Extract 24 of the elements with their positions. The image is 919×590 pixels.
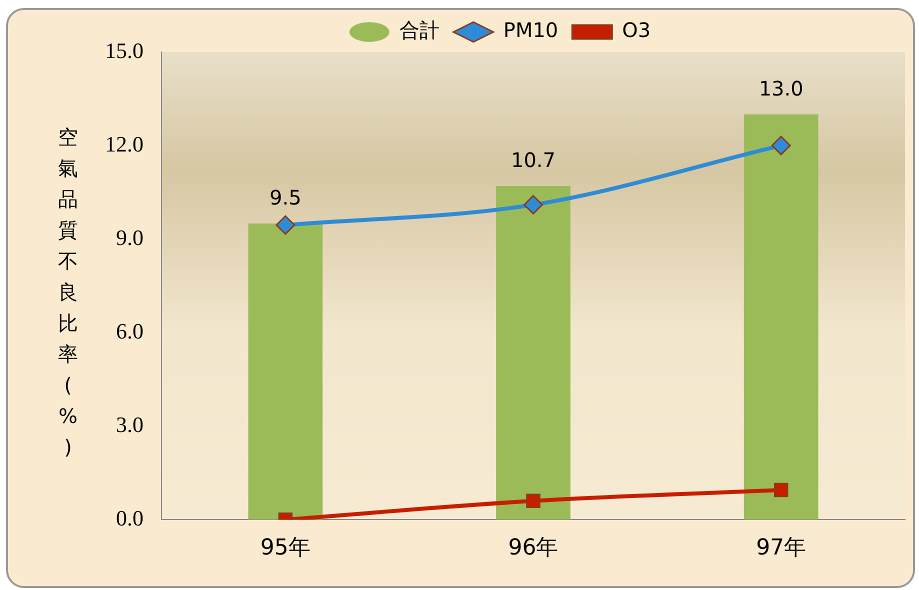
x-tick-label: 95年 <box>260 536 310 561</box>
data-label: 10.7 <box>510 148 556 172</box>
data-label: 9.5 <box>270 186 302 210</box>
y-tick-label: 12.0 <box>105 131 144 156</box>
x-tick-label: 97年 <box>756 536 806 561</box>
bar <box>744 114 818 520</box>
x-tick-label: 96年 <box>508 536 558 561</box>
bar <box>248 223 323 520</box>
y-tick-label: 3.0 <box>116 412 144 437</box>
text: 空氣品質不良比率(%) <box>58 125 78 459</box>
y-tick-label: 6.0 <box>116 318 144 344</box>
point <box>524 195 543 214</box>
legend-label: 合計 <box>399 18 440 42</box>
point <box>526 494 540 508</box>
data-label: 13.0 <box>758 76 804 101</box>
y-tick-label: 9.0 <box>116 224 144 250</box>
y-tick-label: 15.0 <box>105 38 144 63</box>
legend-label: PM10 <box>503 18 558 42</box>
point <box>774 482 788 498</box>
bar <box>496 186 570 520</box>
point <box>276 215 296 235</box>
point <box>771 136 791 156</box>
y-tick-label: 0.0 <box>116 505 144 530</box>
legend-label: O3 <box>622 18 651 42</box>
